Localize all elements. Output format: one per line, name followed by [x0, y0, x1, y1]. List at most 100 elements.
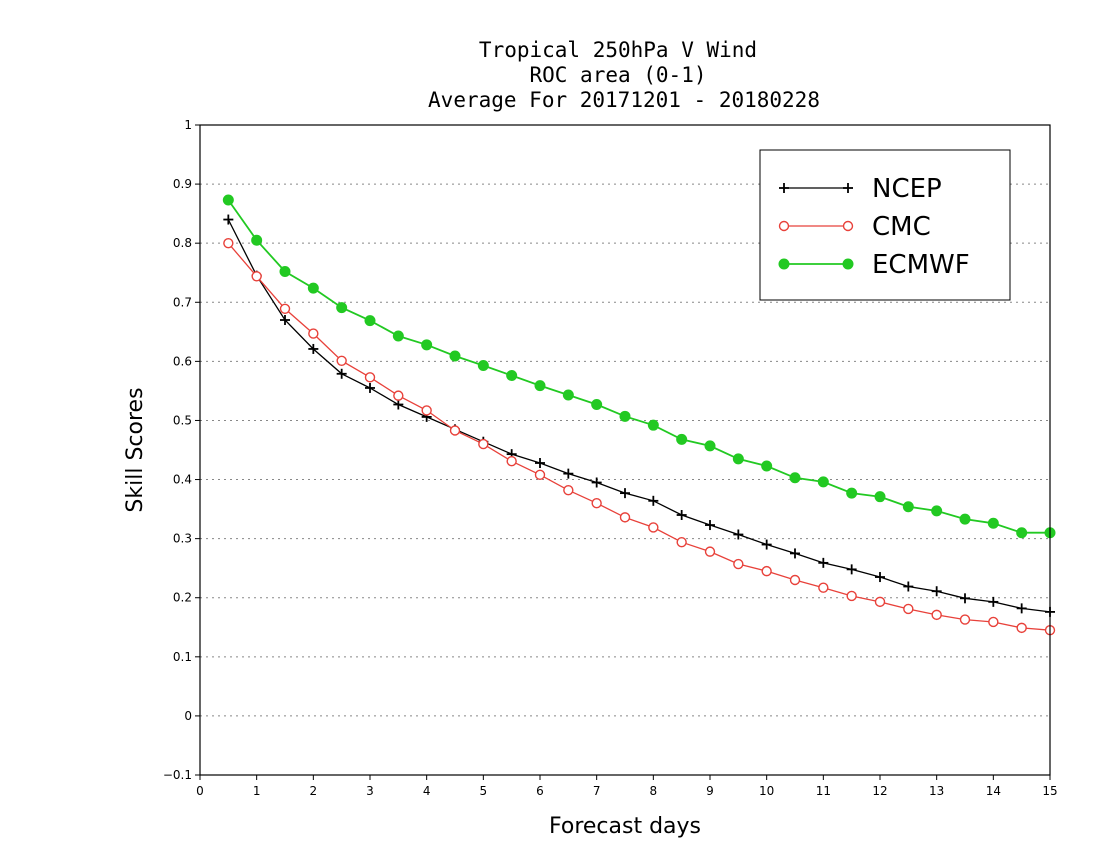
data-point-ecmwf — [817, 476, 829, 488]
data-point-cmc — [478, 438, 489, 450]
data-point-ecmwf — [676, 433, 688, 445]
legend-item-ncep: NCEP — [779, 174, 942, 204]
data-point-ecmwf — [902, 501, 914, 513]
data-point-ecmwf — [562, 389, 574, 401]
legend: NCEP CMC ECMWF — [759, 149, 1011, 301]
y-axis-label: Skill Scores — [123, 387, 148, 512]
data-point-ecmwf — [449, 350, 461, 362]
legend-item-cmc: CMC — [778, 212, 931, 242]
data-point-ecmwf — [279, 266, 291, 278]
x-tick-label: 11 — [816, 784, 831, 798]
x-tick-label: 2 — [310, 784, 318, 798]
x-tick-label: 14 — [986, 784, 1001, 798]
data-point-ncep — [790, 548, 800, 559]
series-ncep — [223, 214, 1055, 617]
y-tick-label: 0.3 — [173, 532, 192, 546]
data-point-ecmwf — [222, 194, 234, 206]
series-line-cmc — [227, 242, 1051, 631]
y-tick-label: 0.1 — [173, 650, 192, 664]
data-point-ncep — [903, 581, 914, 592]
x-tick-label: 0 — [196, 784, 204, 798]
data-point-ecmwf — [336, 302, 348, 314]
data-point-cmc — [591, 497, 602, 509]
data-point-ncep — [393, 399, 404, 410]
y-tick-label: −0.1 — [163, 768, 192, 782]
data-point-cmc — [931, 609, 942, 621]
data-point-cmc — [704, 546, 716, 557]
data-point-cmc — [818, 582, 829, 593]
data-point-ecmwf — [987, 517, 999, 529]
data-point-ncep — [223, 214, 234, 225]
legend-label-cmc: CMC — [872, 212, 931, 242]
x-tick-label: 8 — [650, 784, 658, 798]
data-point-ecmwf — [364, 315, 376, 327]
x-tick-label: 15 — [1042, 784, 1057, 798]
plot-frame — [199, 124, 1051, 776]
x-axis-label: Forecast days — [549, 814, 701, 839]
data-point-cmc — [393, 390, 404, 401]
data-point-ecmwf — [789, 472, 801, 484]
data-point-cmc — [733, 558, 744, 570]
data-point-ncep — [875, 572, 885, 583]
chart-title-line-2: ROC area (0-1) — [529, 63, 706, 87]
x-tick-label: 12 — [872, 784, 887, 798]
data-point-ecmwf — [477, 360, 489, 371]
data-point-cmc — [364, 372, 376, 383]
data-point-ncep — [931, 586, 942, 597]
data-point-cmc — [279, 303, 291, 314]
data-point-ecmwf — [392, 330, 404, 342]
data-point-cmc — [449, 425, 461, 436]
y-tick-label: 0.8 — [173, 236, 192, 250]
data-point-ncep — [280, 315, 290, 325]
legend-label-ecmwf: ECMWF — [872, 250, 970, 280]
data-point-ecmwf — [534, 380, 546, 392]
data-point-ncep — [761, 539, 772, 550]
y-tick-label: 0.5 — [173, 413, 192, 427]
data-point-ncep — [308, 343, 319, 354]
x-tick-label: 13 — [929, 784, 944, 798]
data-point-cmc — [874, 596, 886, 608]
data-point-ncep — [563, 468, 574, 479]
data-point-ecmwf — [704, 440, 716, 452]
axis-ticks: 10.90.80.70.60.50.40.30.20.10−0.10 1 2 3 4 5 6… — [163, 118, 1058, 798]
y-tick-label: 1 — [184, 118, 192, 132]
y-tick-label: 0.6 — [173, 354, 192, 368]
data-point-ncep — [846, 564, 857, 575]
data-point-ecmwf — [846, 487, 858, 499]
data-point-cmc — [846, 590, 857, 602]
data-point-cmc — [563, 484, 574, 496]
x-tick-label: 6 — [536, 784, 544, 798]
chart-title-line-3: Average For 20171201 - 20180228 — [428, 88, 820, 112]
data-point-ecmwf — [959, 513, 971, 525]
data-point-ncep — [1016, 603, 1027, 614]
y-tick-label: 0.9 — [173, 177, 192, 191]
data-point-ncep — [336, 368, 347, 379]
data-point-ecmwf — [421, 339, 433, 351]
series-cmc — [223, 237, 1056, 636]
data-point-ncep — [988, 596, 999, 607]
chart-title-line-1: Tropical 250hPa V Wind — [479, 38, 757, 62]
legend-box — [759, 149, 1011, 301]
legend-marker-cmc — [778, 220, 790, 232]
data-point-cmc — [223, 237, 234, 249]
data-point-ecmwf — [506, 370, 518, 382]
data-point-ncep — [365, 382, 375, 393]
legend-item-ecmwf: ECMWF — [778, 250, 970, 280]
data-point-ncep — [676, 510, 687, 520]
legend-label-ncep: NCEP — [872, 174, 942, 204]
legend-marker-ncep — [779, 183, 789, 193]
data-point-ncep — [705, 520, 715, 531]
data-point-cmc — [308, 328, 319, 339]
data-point-cmc — [421, 405, 432, 416]
data-point-ncep — [620, 488, 630, 499]
data-point-cmc — [336, 355, 347, 366]
data-point-ecmwf — [931, 505, 943, 517]
data-point-ecmwf — [251, 234, 263, 246]
data-point-cmc — [251, 271, 262, 282]
y-tick-label: 0.4 — [173, 473, 192, 487]
y-tick-label: 0.2 — [173, 591, 192, 605]
data-point-cmc — [959, 614, 971, 625]
data-point-cmc — [506, 456, 517, 467]
y-tick-label: 0 — [184, 709, 192, 723]
